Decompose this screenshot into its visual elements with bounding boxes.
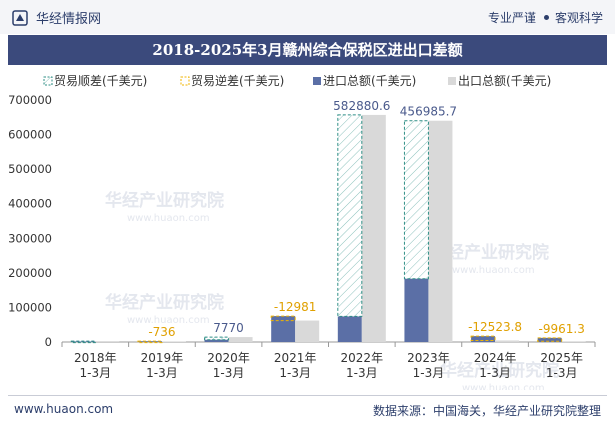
x-tick-label: 2018年 1-3月 <box>74 351 117 380</box>
legend-label: 出口总额(千美元) <box>458 74 551 88</box>
legend-swatch <box>180 76 190 86</box>
footer-source: 数据来源：中国海关，华经产业研究院整理 <box>372 404 601 418</box>
import-bar <box>471 336 496 342</box>
legend-swatch <box>313 77 321 85</box>
export-bar <box>561 341 586 342</box>
watermark-url: www.huaon.com <box>127 213 210 224</box>
y-tick-label: 600000 <box>8 128 52 142</box>
balance-value-label: 7770 <box>213 321 244 335</box>
x-tick-label: 2024年 1-3月 <box>474 351 517 380</box>
chart-title: 2018-2025年3月赣州综合保税区进出口差额 <box>8 35 607 65</box>
export-bar <box>428 120 453 342</box>
x-tick-label: 2020年 1-3月 <box>207 351 250 380</box>
x-tick-label: 2021年 1-3月 <box>274 351 317 380</box>
y-tick-label: 200000 <box>8 266 52 280</box>
export-bar <box>161 341 186 342</box>
import-bar <box>337 316 362 342</box>
y-tick-label: 700000 <box>8 93 52 107</box>
top-bar: 华经情报网 专业严谨 客观科学 <box>0 0 615 34</box>
watermark-text: 华经产业研究院 <box>105 292 224 313</box>
brand-logo-icon <box>12 9 28 26</box>
chart: 华经产业研究院 www.huaon.com 华经产业研究院 www.huaon.com… <box>8 73 596 390</box>
y-tick-label: 300000 <box>8 231 52 245</box>
brand-name: 华经情报网 <box>36 12 102 27</box>
watermark-text: 华经产业研究院 <box>105 190 224 211</box>
x-tick-label: 2023年 1-3月 <box>407 351 450 380</box>
watermark-url: www.huaon.com <box>462 383 545 390</box>
footer-divider <box>8 395 607 396</box>
balance-value-label: -12523.8 <box>468 320 522 334</box>
balance-value-label: -736 <box>148 325 175 339</box>
import-bar <box>204 339 229 342</box>
export-bar <box>228 337 253 342</box>
balance-value-label: -9961.3 <box>539 322 585 336</box>
balance-value-label: 582880.6 <box>333 99 390 113</box>
tagline-left: 专业严谨 <box>487 11 536 25</box>
watermark-url: www.huaon.com <box>127 315 210 326</box>
tagline-dot-icon <box>543 15 549 20</box>
balance-value-label: -12981 <box>274 300 317 314</box>
balance-value-label: 456985.7 <box>400 105 457 119</box>
export-bar <box>361 114 386 342</box>
surplus-bar <box>204 336 230 341</box>
export-bar <box>95 341 120 342</box>
deficit-bar <box>537 337 563 342</box>
watermark-text: 华经产业研究院 <box>440 360 559 381</box>
legend-label: 贸易顺差(千美元) <box>54 74 147 88</box>
watermark-text: 华经产业研究院 <box>430 242 549 263</box>
deficit-bar <box>470 335 496 341</box>
y-tick-label: 500000 <box>8 162 52 176</box>
x-tick-label: 2019年 1-3月 <box>141 351 184 380</box>
surplus-bar <box>403 120 429 280</box>
legend-label: 进口总额(千美元) <box>323 74 416 88</box>
y-tick-label: 100000 <box>8 300 52 314</box>
brand[interactable]: 华经情报网 <box>12 8 101 27</box>
legend-swatch <box>43 76 53 86</box>
deficit-bar <box>270 315 296 322</box>
x-tick-label: 2025年 1-3月 <box>540 351 583 380</box>
import-bar <box>404 278 429 342</box>
watermark-url: www.huaon.com <box>452 265 535 276</box>
export-bar <box>295 320 320 342</box>
x-tick-label: 2022年 1-3月 <box>341 351 384 380</box>
surplus-bar <box>337 114 363 317</box>
tagline: 专业严谨 客观科学 <box>488 9 603 26</box>
export-bar <box>495 340 520 342</box>
deficit-bar <box>137 340 163 344</box>
y-tick-label: 0 <box>45 335 52 349</box>
import-bar <box>271 316 296 342</box>
import-bar <box>537 337 562 342</box>
surplus-bar <box>70 340 96 344</box>
tagline-right: 客观科学 <box>554 11 603 25</box>
y-tick-label: 400000 <box>8 197 52 211</box>
footer-website[interactable]: www.huaon.com <box>14 402 114 416</box>
legend-swatch <box>448 77 456 85</box>
legend-label: 贸易逆差(千美元) <box>191 73 284 88</box>
